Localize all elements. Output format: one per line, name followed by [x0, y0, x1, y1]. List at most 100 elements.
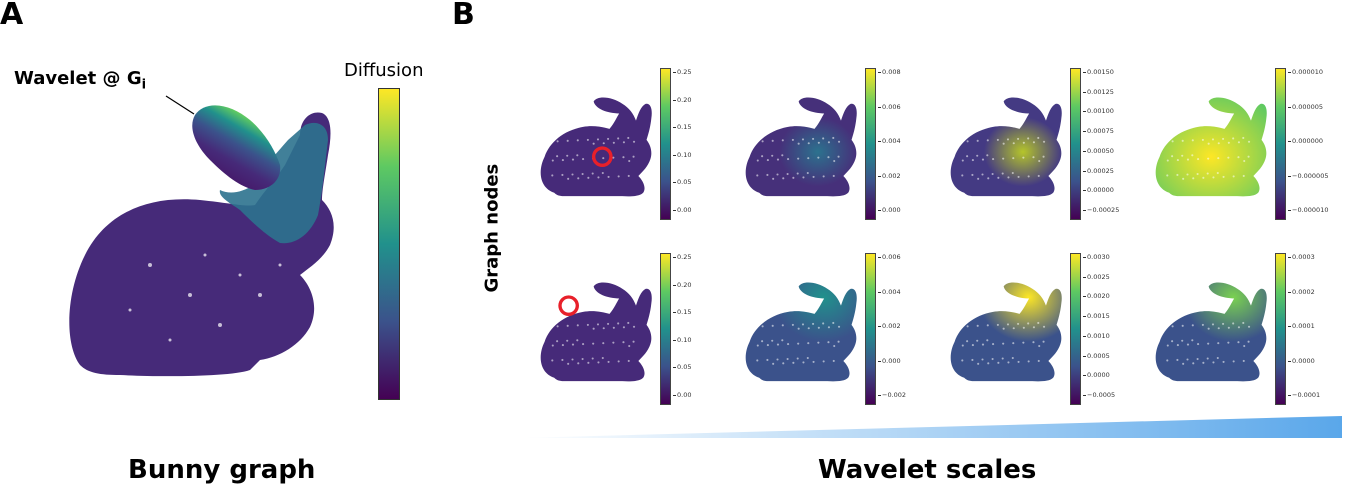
- node-dot: [817, 326, 820, 329]
- node-dot: [1037, 136, 1040, 140]
- node-dot: [1217, 327, 1220, 330]
- node-dot: [627, 359, 630, 362]
- node-dot: [961, 159, 964, 162]
- colorbar-tick-label: 0.00125: [1083, 87, 1114, 96]
- node-dot: [1181, 339, 1184, 342]
- node-dot: [997, 361, 1000, 364]
- node-dot: [581, 172, 584, 176]
- colorbar-tick-label: 0.0001: [1288, 322, 1315, 330]
- node-dot: [771, 154, 774, 157]
- wavelet-cell-r2-c1: 0.25 0.20 0.15 0.10 0.05 0.00: [525, 253, 745, 420]
- node-dot: [1032, 141, 1035, 144]
- node-dot: [781, 139, 784, 142]
- node-dot: [607, 137, 610, 140]
- node-dot: [582, 158, 585, 161]
- node-dot: [1002, 157, 1005, 160]
- node-dot: [987, 177, 990, 180]
- node-dot: [1017, 175, 1020, 178]
- node-dot: [766, 344, 769, 347]
- node-dot: [797, 342, 800, 345]
- node-dot: [1002, 142, 1005, 145]
- wavelet-cell-r1-c1: 0.25 0.20 0.15 0.10 0.05 0.00: [525, 68, 745, 235]
- bunny-shape: [950, 97, 1062, 197]
- node-dot: [1237, 326, 1240, 329]
- node-dot: [1202, 361, 1205, 364]
- node-dot: [576, 339, 579, 342]
- node-dot: [1166, 344, 1169, 347]
- node-dot: [567, 177, 570, 180]
- node-dot: [1206, 172, 1209, 175]
- node-dot: [602, 157, 605, 160]
- node-dot: [1247, 155, 1250, 158]
- node-dot: [607, 360, 610, 363]
- node-dot: [776, 343, 780, 346]
- node-dot: [766, 173, 769, 177]
- node-dot: [617, 322, 620, 325]
- node-dot: [1171, 325, 1174, 328]
- node-dot: [1197, 158, 1200, 161]
- node-dot: [1027, 137, 1030, 140]
- node-dot: [1171, 155, 1174, 158]
- node-dot: [1165, 321, 1168, 324]
- wavelet-cell-r1-c3: 0.00150 0.00125 0.00100 0.00075 0.00050 0.000…: [935, 68, 1155, 235]
- colorbar-tick-label: 0.10: [672, 150, 692, 159]
- node-dot: [1222, 175, 1225, 178]
- node-dot: [1017, 360, 1020, 363]
- node-dot: [776, 358, 779, 361]
- colorbar-tick-label: 0.006: [878, 253, 901, 261]
- node-dot: [761, 325, 764, 328]
- node-dot: [1001, 357, 1004, 360]
- node-dot: [551, 174, 554, 177]
- colorbar-tick-label: 0.000: [878, 206, 901, 214]
- colorbar-tick-label: 0.10: [672, 335, 692, 344]
- node-dot: [837, 325, 841, 328]
- colorbar-tick-label: 0.0003: [1288, 253, 1315, 261]
- node-dot: [632, 155, 635, 158]
- node-dot: [576, 324, 579, 327]
- node-dot: [806, 357, 809, 360]
- node-dot: [1166, 159, 1169, 162]
- node-dot: [977, 177, 980, 180]
- node-dot: [981, 158, 985, 161]
- node-dot: [556, 140, 559, 143]
- node-dot: [991, 357, 994, 361]
- node-dot: [971, 344, 974, 347]
- bunny-shape: [1155, 282, 1267, 382]
- bunny-shape: [745, 97, 857, 197]
- node-dot: [1038, 159, 1041, 163]
- node-dot: [551, 344, 554, 347]
- node-dot: [556, 155, 559, 158]
- colorbar-tick-label: 0.000010: [1287, 68, 1324, 76]
- node-dot: [1207, 142, 1210, 145]
- wavelet-colorbar: [865, 68, 876, 220]
- node-dot: [1002, 327, 1005, 330]
- node-dot: [627, 174, 630, 177]
- colorbar-tick-label: 0.20: [672, 280, 692, 289]
- node-dot: [981, 343, 985, 346]
- node-dot: [1042, 140, 1046, 143]
- node-dot: [971, 358, 974, 362]
- node-dot: [1002, 342, 1005, 345]
- node-dot: [571, 358, 574, 361]
- node-dot: [1232, 137, 1235, 140]
- wavelet-cell-r1-c2: 0.008 0.006 0.004 0.002 0.000: [730, 68, 950, 235]
- colorbar-tick-label: 0.00050: [1083, 146, 1114, 155]
- panel-a-letter: A: [0, 0, 24, 32]
- node-dot: [966, 340, 969, 343]
- node-dot: [822, 322, 825, 325]
- wavelet-colorbar: [660, 68, 671, 220]
- node-dot: [797, 142, 800, 145]
- colorbar-tick-label: 0.008: [878, 68, 901, 76]
- node-dot: [1011, 357, 1014, 360]
- node-dot: [577, 177, 580, 180]
- node-dot: [1227, 156, 1230, 159]
- colorbar-tick-label: 0.000000: [1287, 137, 1324, 145]
- node-dot: [1222, 137, 1225, 140]
- node-dot: [822, 137, 825, 140]
- node-dot: [1176, 159, 1179, 162]
- node-dot: [1201, 323, 1204, 326]
- node-dot: [1227, 141, 1230, 144]
- node-dot: [1022, 141, 1025, 144]
- node-dot: [597, 361, 600, 364]
- node-dot: [792, 361, 795, 364]
